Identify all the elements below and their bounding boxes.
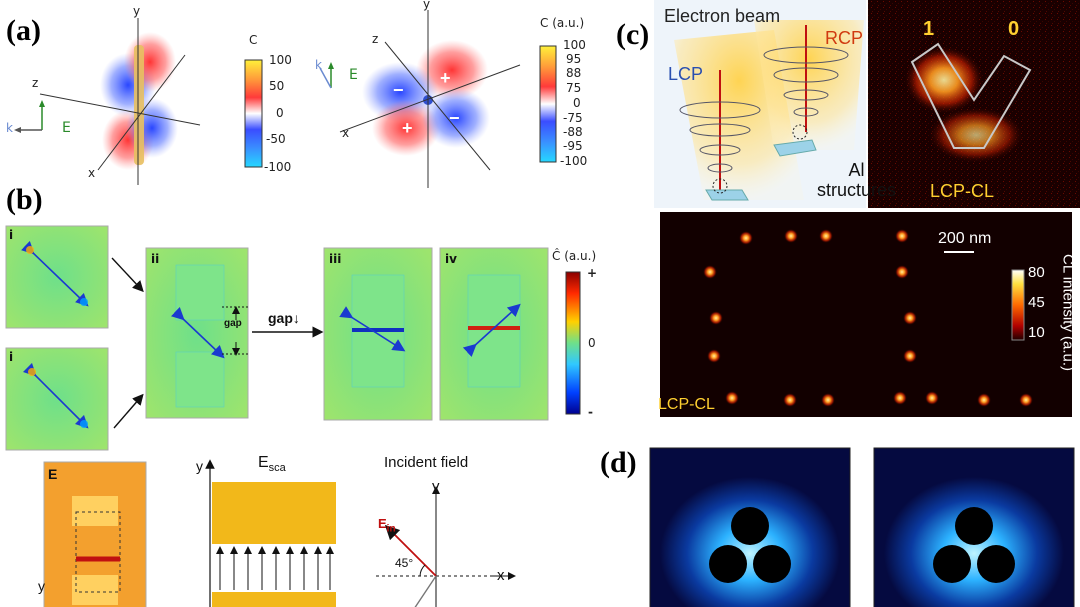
cbar2-tick: 88 — [566, 66, 582, 80]
field-map-i-bottom — [5, 347, 109, 451]
k-e-vector-2 — [319, 62, 334, 89]
bottom-y-label: y — [38, 578, 45, 594]
cbar2-tick: 100 — [563, 38, 586, 52]
cbar1-tick: -50 — [266, 132, 286, 146]
esca-diagram — [205, 459, 336, 607]
cl-colorbar — [1011, 269, 1025, 341]
k-label-1: k — [6, 121, 13, 135]
gap-label-inner: gap — [224, 318, 242, 329]
field-lobes-1 — [100, 32, 178, 170]
roman-ii: ii — [151, 252, 160, 266]
cbar2-tick: -88 — [563, 125, 583, 139]
cl-intensity-label: CL intensity (a.u.) — [1059, 254, 1077, 371]
cl-image-bottom — [660, 212, 1072, 417]
lcp-cl-bottom-label: LCP-CL — [658, 396, 715, 413]
axis-z-2: z — [372, 32, 379, 46]
sign-plus-2: + — [402, 118, 413, 138]
axis-z-1: z — [32, 76, 39, 90]
cbar2-tick: -75 — [563, 111, 583, 125]
colorbar-a2 — [539, 45, 557, 163]
panel-c-figure — [654, 0, 1080, 417]
sign-plus-1: + — [440, 68, 451, 88]
e-label-1: E — [62, 120, 71, 136]
sign-minus-2: − — [449, 108, 460, 128]
colorbar-a1-title: C — [249, 33, 258, 47]
colorbar-b — [565, 271, 581, 415]
incident-field-diagram — [376, 486, 516, 607]
sign-minus-1: − — [393, 80, 404, 100]
cbar1-tick: 100 — [269, 53, 292, 67]
panel-label-d: (d) — [600, 446, 637, 479]
axis-y-1: y — [133, 4, 141, 18]
cbar1-tick: 50 — [269, 79, 285, 93]
cbar2-tick: 0 — [573, 96, 581, 110]
lcp-label: LCP — [668, 64, 704, 84]
k-e-vector-1 — [14, 100, 45, 133]
colorbar-a1 — [244, 59, 263, 168]
field-lobes-2 — [362, 40, 490, 156]
axis-y-2: y — [423, 0, 431, 11]
panel-d-figure — [649, 447, 1075, 607]
gap-arrow-label: gap↓ — [268, 310, 300, 326]
cbar-b-tick: + — [587, 266, 598, 280]
axis-x-2: x — [342, 126, 350, 140]
incident-x-label: x — [497, 567, 505, 584]
cbar1-tick: -100 — [264, 160, 292, 174]
esca-title: Esca — [258, 454, 286, 475]
cbar2-tick: -100 — [560, 154, 588, 168]
cl-spots — [703, 229, 1033, 407]
incident-y-label: y — [432, 478, 440, 495]
cl-tick: 45 — [1028, 294, 1045, 311]
axis-x-1: x — [88, 166, 96, 180]
al-structures-label: Al structures — [817, 160, 897, 200]
cl-image-top — [868, 0, 1080, 208]
colorbar-b-title: Ĉ (a.u.) — [552, 249, 597, 263]
ring-number-0: 0 — [1008, 18, 1020, 40]
lcp-cl-top-label: LCP-CL — [930, 181, 995, 201]
axes-2 — [339, 10, 521, 188]
cbar-b-tick: 0 — [588, 336, 596, 350]
electron-beam-label: Electron beam — [664, 6, 781, 26]
axes-1 — [39, 18, 201, 185]
panel-label-b: (b) — [6, 183, 43, 216]
ein-label: Ein — [378, 516, 396, 535]
panel-label-c: (c) — [616, 18, 650, 51]
k-label-2: k — [315, 58, 322, 72]
e-field-label: E — [48, 466, 58, 482]
panel-a-figure — [14, 10, 557, 188]
cbar1-tick: 0 — [276, 106, 284, 120]
incident-title: Incident field — [384, 454, 469, 471]
colorbar-a2-title: C (a.u.) — [540, 16, 585, 30]
angle-label: 45° — [395, 556, 414, 570]
ring-number-1: 1 — [923, 18, 935, 40]
roman-iv: iv — [445, 252, 457, 266]
cbar2-tick: -95 — [563, 139, 583, 153]
cl-tick: 80 — [1028, 264, 1045, 281]
cbar-b-tick: - — [588, 405, 593, 419]
rcp-label: RCP — [825, 28, 864, 48]
roman-i-bottom: i — [9, 350, 14, 364]
cbar2-tick: 75 — [566, 81, 582, 95]
panel-b-figure — [5, 225, 581, 607]
cl-tick: 10 — [1028, 324, 1045, 341]
roman-i-top: i — [9, 228, 14, 242]
roman-iii: iii — [329, 252, 342, 266]
e-label-2: E — [349, 67, 358, 83]
panel-label-a: (a) — [6, 14, 41, 47]
scale-label: 200 nm — [938, 230, 992, 247]
cbar2-tick: 95 — [566, 52, 582, 66]
esca-y-label: y — [196, 458, 203, 474]
